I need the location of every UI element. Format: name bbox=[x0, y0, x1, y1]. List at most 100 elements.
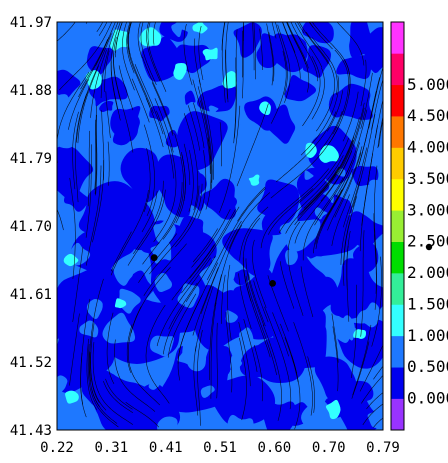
streamline bbox=[271, 22, 277, 39]
streamline bbox=[239, 206, 269, 261]
streamline bbox=[209, 274, 222, 380]
streamline bbox=[272, 312, 289, 357]
streamline bbox=[315, 188, 344, 245]
streamline bbox=[332, 326, 339, 392]
contour-region-low bbox=[366, 51, 378, 63]
streamline bbox=[110, 22, 121, 110]
streamline bbox=[87, 344, 119, 428]
streamline bbox=[68, 79, 89, 130]
streamline bbox=[127, 22, 151, 107]
streamline bbox=[243, 318, 258, 372]
streamline bbox=[118, 65, 134, 111]
streamline bbox=[227, 264, 232, 340]
contour-region-mid bbox=[149, 335, 174, 357]
contour-region-mid bbox=[208, 105, 219, 116]
contour-region-low bbox=[117, 111, 140, 142]
streamline bbox=[346, 230, 351, 322]
x-tick-label: 0.51 bbox=[203, 440, 237, 456]
streamline bbox=[98, 22, 108, 36]
streamline bbox=[86, 338, 98, 411]
streamline bbox=[236, 103, 269, 187]
contour-region-low bbox=[264, 104, 296, 144]
streamline bbox=[286, 22, 309, 69]
streamline bbox=[188, 149, 194, 212]
contour-region-mid bbox=[229, 355, 243, 371]
streamline bbox=[153, 22, 156, 45]
streamline bbox=[296, 22, 305, 33]
contour-region-mid bbox=[57, 126, 74, 149]
streamline bbox=[156, 110, 174, 179]
streamline bbox=[92, 342, 134, 425]
streamline bbox=[253, 344, 263, 402]
streamline bbox=[374, 165, 378, 265]
contour-region-low bbox=[57, 69, 81, 99]
contour-region-high bbox=[248, 174, 260, 186]
contour-region-high bbox=[325, 399, 341, 420]
streamline bbox=[143, 148, 151, 213]
contour-region-mid bbox=[102, 312, 136, 344]
streamline bbox=[221, 274, 226, 324]
colorbar-segment bbox=[391, 210, 404, 242]
colorbar-segment bbox=[391, 273, 404, 305]
contour-region-mid bbox=[157, 416, 178, 430]
contour-region-mid bbox=[57, 375, 68, 393]
streamline bbox=[238, 322, 251, 387]
streamline bbox=[92, 160, 104, 243]
streamline bbox=[76, 91, 88, 143]
streamline bbox=[89, 278, 104, 382]
streamline bbox=[320, 111, 343, 150]
streamline bbox=[104, 50, 110, 92]
streamline bbox=[168, 282, 198, 330]
streamline bbox=[239, 337, 247, 421]
plot-frame bbox=[56, 21, 384, 431]
streamline bbox=[194, 38, 201, 85]
contour-region-high bbox=[114, 298, 127, 309]
y-tick-label: 41.52 bbox=[10, 355, 52, 371]
streamline bbox=[127, 189, 166, 266]
contour-region-mid bbox=[154, 273, 173, 293]
streamline bbox=[197, 329, 203, 426]
streamline bbox=[111, 231, 132, 272]
streamline bbox=[337, 102, 365, 176]
contour-region-mid bbox=[369, 179, 383, 193]
streamline bbox=[260, 168, 330, 249]
streamline bbox=[103, 380, 134, 413]
streamline bbox=[298, 22, 329, 65]
legend-marker bbox=[425, 243, 433, 251]
contour-region-low bbox=[166, 299, 201, 334]
streamline bbox=[57, 208, 64, 231]
contour-region-mid bbox=[148, 380, 160, 390]
streamline bbox=[326, 90, 343, 132]
contour-region-high bbox=[319, 145, 339, 163]
streamline bbox=[307, 356, 315, 413]
streamline bbox=[332, 49, 349, 135]
contour-region-low bbox=[346, 211, 383, 248]
streamline bbox=[285, 167, 340, 234]
streamline bbox=[94, 105, 97, 195]
colorbar-tick-label: 1.500 bbox=[407, 295, 448, 314]
streamline bbox=[311, 37, 338, 95]
streamline bbox=[140, 22, 157, 86]
streamline bbox=[142, 56, 174, 134]
streamline bbox=[360, 59, 367, 107]
streamline bbox=[237, 186, 266, 222]
streamline bbox=[334, 152, 362, 218]
streamline bbox=[72, 111, 79, 190]
streamline bbox=[371, 256, 382, 347]
contour-region-low bbox=[141, 36, 181, 82]
streamline bbox=[352, 324, 372, 396]
streamline bbox=[69, 177, 76, 279]
streamline bbox=[105, 378, 133, 410]
streamline bbox=[335, 142, 360, 198]
contour-region-mid bbox=[367, 405, 383, 429]
streamline bbox=[181, 206, 240, 294]
contour-region-mid bbox=[237, 124, 245, 132]
streamline bbox=[336, 22, 365, 66]
streamline bbox=[113, 53, 134, 153]
streamline bbox=[77, 65, 99, 144]
streamline bbox=[153, 146, 177, 243]
streamline bbox=[100, 22, 119, 99]
streamline bbox=[270, 51, 287, 124]
contour-region-low bbox=[302, 45, 332, 78]
